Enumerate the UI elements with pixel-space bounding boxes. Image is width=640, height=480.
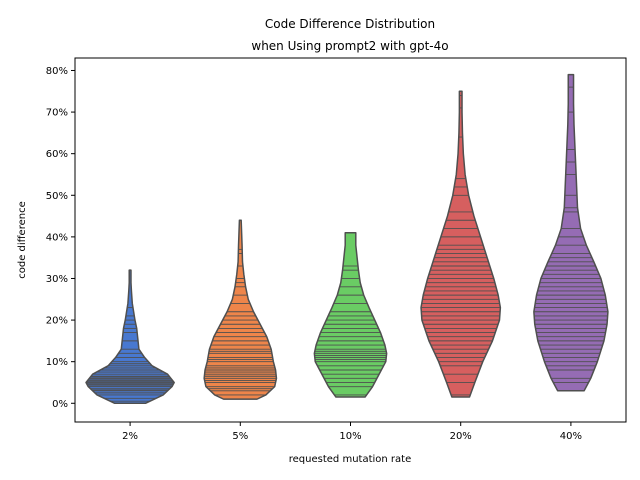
y-tick-label: 20%	[46, 316, 68, 327]
violin-outline	[313, 231, 388, 398]
y-tick-label: 10%	[46, 357, 68, 368]
violins-group	[85, 73, 609, 405]
y-tick-label: 50%	[46, 191, 68, 202]
y-tick-label: 70%	[46, 108, 68, 119]
x-tick-label: 20%	[450, 431, 472, 442]
violin-outline	[85, 269, 175, 405]
y-tick-label: 40%	[46, 232, 68, 243]
x-tick-label: 10%	[339, 431, 361, 442]
violin-outline	[420, 90, 502, 398]
y-tick-label: 0%	[52, 399, 68, 410]
violin-2pct	[85, 269, 175, 405]
violin-outline	[533, 73, 609, 392]
chart-title-line-1: Code Difference Distribution	[265, 17, 435, 31]
y-axis: 0% 10% 20% 30% 40% 50% 60% 70% 80%	[46, 66, 75, 410]
violin-10pct	[313, 231, 388, 398]
violin-5pct	[203, 219, 278, 400]
chart-title-line-2: when Using prompt2 with gpt-4o	[251, 39, 448, 53]
violin-20pct	[420, 90, 502, 398]
x-tick-label: 40%	[560, 431, 582, 442]
y-tick-label: 60%	[46, 149, 68, 160]
y-axis-title: code difference	[17, 201, 28, 279]
violin-outline	[203, 219, 278, 400]
violin-40pct	[533, 73, 609, 392]
y-tick-label: 80%	[46, 66, 68, 77]
x-tick-label: 2%	[122, 431, 138, 442]
violin-body	[314, 232, 387, 398]
y-tick-label: 30%	[46, 274, 68, 285]
x-axis: 2% 5% 10% 20% 40%	[122, 422, 582, 442]
violin-body	[204, 220, 277, 400]
x-axis-title: requested mutation rate	[289, 454, 411, 465]
plot-frame	[74, 57, 627, 423]
x-tick-label: 5%	[232, 431, 248, 442]
violin-body	[421, 91, 501, 398]
